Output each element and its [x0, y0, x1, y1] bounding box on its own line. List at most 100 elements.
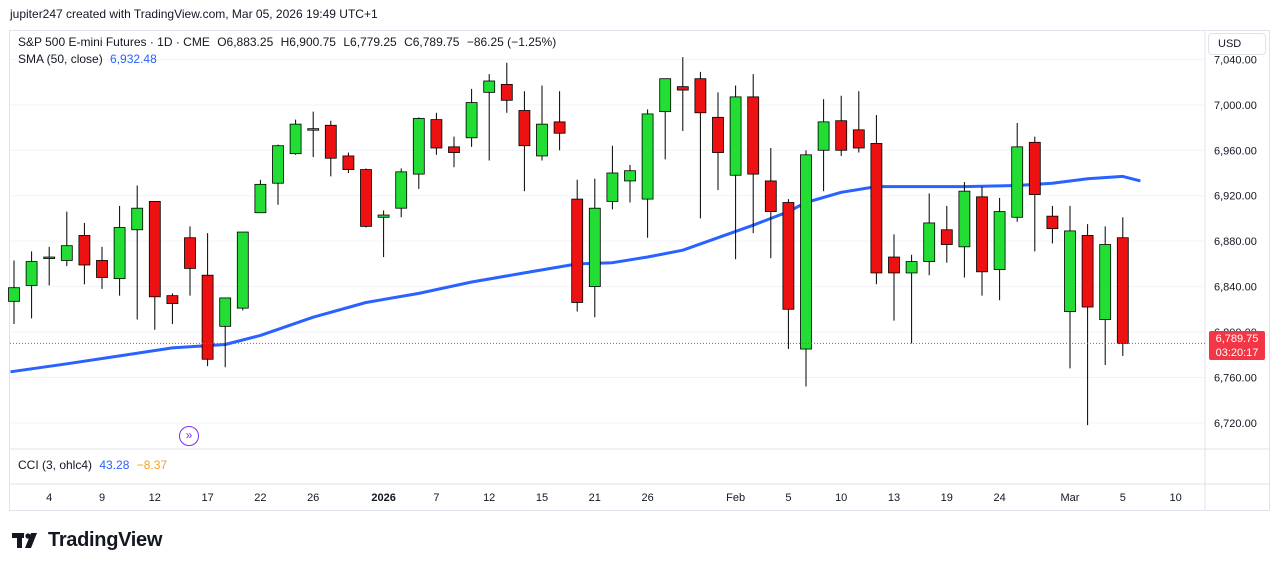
cci-signal-value: −8.37: [136, 458, 168, 472]
candle-up[interactable]: [641, 109, 654, 238]
candle-body: [201, 274, 214, 360]
candle-up[interactable]: [113, 205, 126, 296]
candle-up[interactable]: [993, 197, 1006, 301]
candle-up[interactable]: [817, 99, 830, 192]
x-tick-label: 22: [254, 492, 266, 504]
candle-body: [8, 287, 20, 302]
candle-up[interactable]: [1099, 226, 1112, 365]
candle-down[interactable]: [782, 199, 795, 350]
cci-legend[interactable]: CCI (3, ohlc4) 43.28 −8.37: [18, 458, 167, 472]
candle-down[interactable]: [764, 147, 777, 259]
replay-icon[interactable]: »: [179, 426, 199, 446]
x-tick-label: Feb: [726, 492, 745, 504]
candle-up[interactable]: [606, 145, 619, 210]
candle-body: [465, 102, 478, 139]
candle-down[interactable]: [96, 246, 108, 289]
candle-body: [588, 207, 601, 287]
candle-down[interactable]: [1046, 205, 1059, 244]
candle-down[interactable]: [553, 91, 566, 151]
candle-down[interactable]: [1081, 224, 1094, 426]
candle-down[interactable]: [676, 57, 689, 131]
candle-up[interactable]: [483, 74, 496, 161]
x-tick-label: 24: [993, 492, 1005, 504]
candle-up[interactable]: [465, 88, 478, 147]
candle-down[interactable]: [571, 179, 584, 312]
candle-down[interactable]: [184, 226, 196, 296]
candle-up[interactable]: [536, 85, 548, 161]
candle-down[interactable]: [870, 115, 883, 285]
candle-body: [1028, 141, 1041, 195]
brand-name: TradingView: [48, 529, 163, 551]
x-tick-label: 17: [201, 492, 213, 504]
candle-down[interactable]: [712, 92, 724, 191]
y-tick-label: 6,960.00: [1214, 145, 1257, 157]
candle-down[interactable]: [148, 200, 161, 330]
candle-down[interactable]: [940, 205, 953, 263]
candle-body: [571, 198, 584, 303]
currency-button[interactable]: USD: [1208, 33, 1266, 55]
candle-up[interactable]: [588, 178, 601, 318]
candle-down[interactable]: [166, 293, 179, 325]
candle-up[interactable]: [8, 260, 20, 325]
candle-up[interactable]: [659, 78, 672, 160]
tradingview-brand[interactable]: TradingView: [12, 529, 162, 552]
candle-down[interactable]: [430, 112, 443, 155]
last-price-value: 6,789.75: [1215, 333, 1259, 345]
candle-down[interactable]: [201, 233, 214, 367]
candle-down[interactable]: [835, 95, 848, 156]
candle-down[interactable]: [888, 234, 900, 321]
candle-body: [1099, 244, 1112, 320]
candle-down[interactable]: [324, 120, 337, 177]
candle-down[interactable]: [78, 222, 91, 285]
candle-up[interactable]: [236, 231, 249, 311]
candle-up[interactable]: [1064, 205, 1076, 369]
candle-down[interactable]: [1028, 136, 1041, 252]
candle-up[interactable]: [60, 211, 73, 267]
candle-body: [1116, 237, 1129, 344]
candle-up[interactable]: [800, 150, 812, 387]
candle-up[interactable]: [289, 119, 302, 155]
candle-up[interactable]: [131, 185, 144, 320]
candle-down[interactable]: [976, 186, 988, 296]
sma-50-line: [10, 174, 1141, 374]
candle-down[interactable]: [500, 62, 513, 113]
candle-up[interactable]: [923, 193, 936, 276]
candle-up[interactable]: [254, 179, 267, 214]
candle-body: [430, 119, 443, 149]
candle-up[interactable]: [412, 117, 425, 189]
candle-down[interactable]: [342, 152, 355, 173]
x-tick-label: 4: [46, 492, 52, 504]
candle-down[interactable]: [747, 74, 760, 234]
candle-body: [448, 146, 460, 153]
candle-up[interactable]: [43, 246, 56, 286]
candle-down[interactable]: [1116, 217, 1129, 356]
candle-body: [25, 261, 38, 286]
candle-body: [553, 121, 566, 134]
candle-up[interactable]: [25, 251, 38, 319]
symbol-legend[interactable]: S&P 500 E-mini Futures · 1D · CME O6,883…: [18, 35, 556, 49]
candle-up[interactable]: [729, 85, 742, 260]
candle-down[interactable]: [852, 91, 865, 153]
candle-body: [236, 231, 249, 309]
candle-body: [395, 171, 408, 209]
candle-down[interactable]: [518, 91, 531, 192]
x-tick-label: 5: [785, 492, 791, 504]
candle-up[interactable]: [272, 144, 284, 205]
candle-up[interactable]: [624, 165, 636, 203]
candle-up[interactable]: [395, 168, 408, 218]
candle-body: [500, 83, 513, 101]
sma-legend[interactable]: SMA (50, close) 6,932.48: [18, 52, 157, 66]
candle-up[interactable]: [958, 182, 971, 278]
candle-down[interactable]: [360, 168, 372, 228]
candle-up[interactable]: [307, 111, 320, 158]
candle-up[interactable]: [219, 297, 232, 368]
candle-up[interactable]: [905, 254, 918, 344]
candle-down[interactable]: [694, 71, 707, 219]
candle-body: [729, 96, 742, 176]
candle-down[interactable]: [448, 136, 460, 168]
candle-up[interactable]: [1011, 123, 1024, 222]
candle-body: [148, 200, 161, 298]
candle-body: [835, 120, 848, 151]
candle-up[interactable]: [377, 210, 390, 258]
